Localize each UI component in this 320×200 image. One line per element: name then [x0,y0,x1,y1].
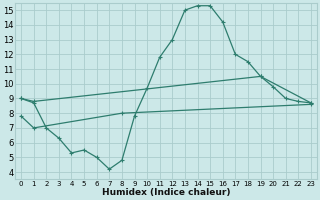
X-axis label: Humidex (Indice chaleur): Humidex (Indice chaleur) [102,188,230,197]
